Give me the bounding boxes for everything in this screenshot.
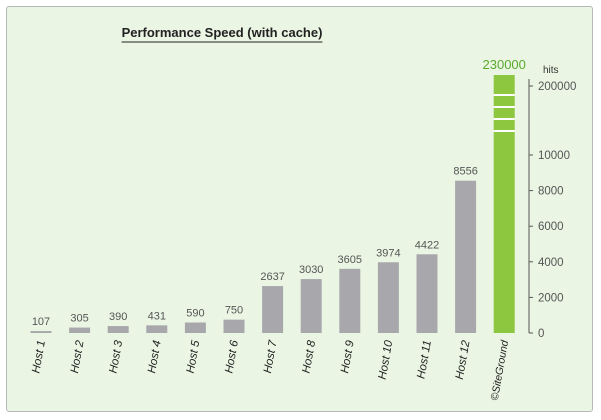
- category-label-4: Host 4: [146, 339, 164, 374]
- bar-13: [493, 75, 515, 333]
- category-label-6: Host 6: [223, 339, 241, 374]
- category-label-13: ©SiteGround: [489, 338, 512, 401]
- y-tick-label-6: 10000: [538, 150, 570, 162]
- category-label-3: Host 3: [108, 339, 126, 374]
- bar-8: [300, 279, 322, 333]
- bar-11: [416, 254, 438, 333]
- value-label-4: 431: [148, 310, 166, 322]
- y-tick-label-5: 8000: [538, 186, 564, 198]
- y-tick-label-1: 0: [538, 328, 544, 340]
- value-label-5: 590: [186, 307, 204, 319]
- bar-6: [223, 319, 245, 333]
- bar-1: [30, 331, 52, 333]
- category-label-7: Host 7: [262, 339, 280, 374]
- value-label-3: 390: [109, 311, 127, 323]
- category-label-10: Host 10: [377, 339, 396, 381]
- bar-5: [184, 322, 206, 333]
- bar-2: [69, 327, 91, 333]
- value-label-7: 2637: [260, 271, 284, 283]
- bar-12: [455, 180, 477, 333]
- value-label-10: 3974: [376, 247, 400, 259]
- bar-4: [146, 325, 168, 333]
- bar-7: [262, 286, 284, 333]
- bar-9: [339, 268, 361, 333]
- y-tick-label-4: 6000: [538, 221, 564, 233]
- category-label-9: Host 9: [339, 339, 357, 374]
- y-axis-unit-label: hits: [543, 65, 559, 76]
- value-label-13: 230000: [483, 57, 526, 72]
- chart: Performance Speed (with cache) 107 Host 1…: [30, 25, 576, 401]
- bars-group: 107 Host 1 305 Host 2 390 Host 3 431 Host 4 590 H…: [30, 57, 526, 401]
- value-label-11: 4422: [415, 239, 439, 251]
- bar-3: [107, 326, 129, 333]
- value-label-1: 107: [32, 316, 50, 328]
- y-axis: 0 2000 4000 6000 8000 10000 200000 hits: [528, 65, 576, 340]
- chart-title: Performance Speed (with cache): [122, 25, 323, 40]
- value-label-8: 3030: [299, 264, 323, 276]
- value-label-2: 305: [70, 313, 88, 325]
- chart-frame: Performance Speed (with cache) 107 Host 1…: [6, 6, 593, 412]
- category-label-2: Host 2: [69, 339, 87, 374]
- bar-10: [377, 262, 399, 333]
- category-label-11: Host 11: [415, 339, 434, 379]
- value-label-6: 750: [225, 305, 243, 317]
- category-label-8: Host 8: [301, 339, 319, 374]
- category-label-1: Host 1: [30, 339, 48, 374]
- y-tick-label-3: 4000: [538, 257, 564, 269]
- category-label-5: Host 5: [185, 339, 203, 374]
- value-label-9: 3605: [338, 254, 362, 266]
- y-tick-label-break: 200000: [538, 81, 576, 93]
- value-label-12: 8556: [453, 166, 477, 178]
- category-label-12: Host 12: [454, 339, 473, 381]
- y-tick-label-2: 2000: [538, 292, 564, 304]
